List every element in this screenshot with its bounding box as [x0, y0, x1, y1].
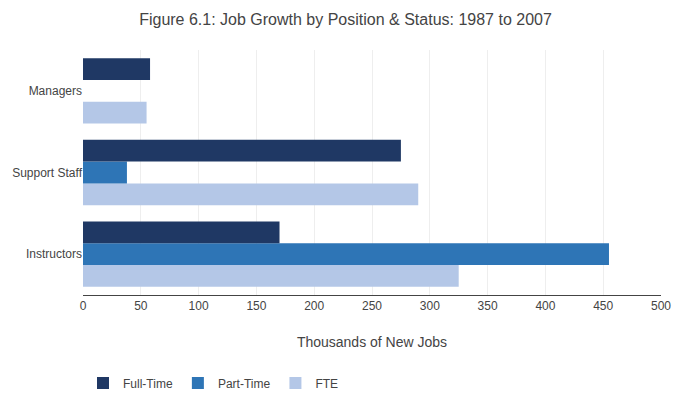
svg-text:150: 150 [246, 299, 266, 313]
svg-text:FTE: FTE [315, 377, 338, 391]
svg-text:Figure 6.1: Job Growth by Posi: Figure 6.1: Job Growth by Position & Sta… [139, 11, 552, 28]
svg-text:50: 50 [134, 299, 148, 313]
svg-text:Part-Time: Part-Time [218, 377, 271, 391]
svg-text:200: 200 [304, 299, 324, 313]
svg-text:500: 500 [651, 299, 671, 313]
svg-text:Support Staff: Support Staff [12, 166, 82, 180]
svg-text:Instructors: Instructors [26, 247, 82, 261]
svg-text:0: 0 [80, 299, 87, 313]
svg-text:250: 250 [362, 299, 382, 313]
svg-text:Full-Time: Full-Time [123, 377, 173, 391]
svg-text:350: 350 [478, 299, 498, 313]
svg-text:Thousands of New Jobs: Thousands of New Jobs [297, 334, 447, 350]
svg-text:450: 450 [593, 299, 613, 313]
svg-text:100: 100 [189, 299, 209, 313]
svg-text:300: 300 [420, 299, 440, 313]
svg-text:Managers: Managers [29, 84, 82, 98]
svg-text:400: 400 [535, 299, 555, 313]
